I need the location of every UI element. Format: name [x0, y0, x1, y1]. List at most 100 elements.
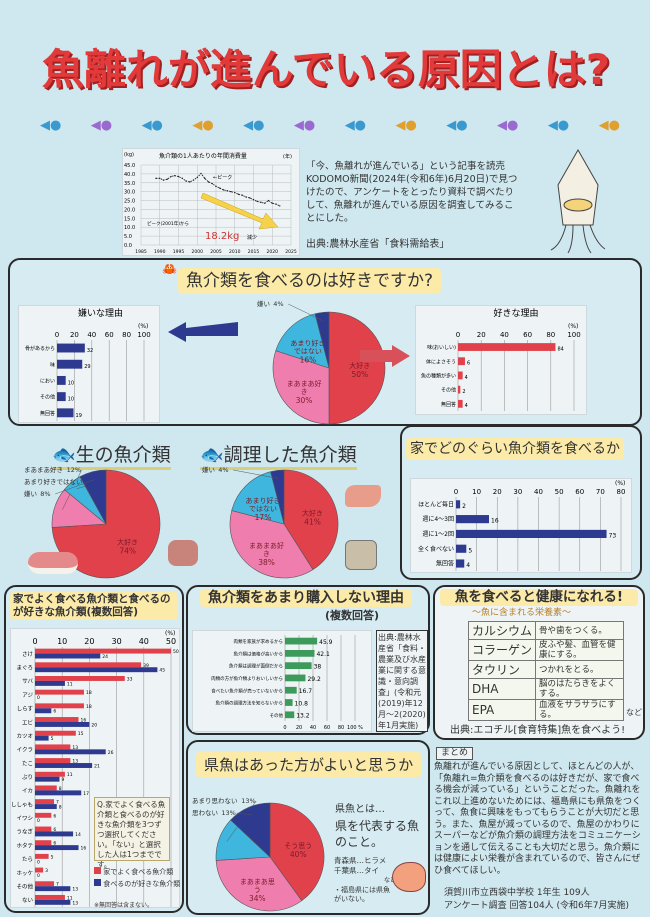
category-label: 週に1〜2回: [422, 530, 454, 538]
bar-value: 13: [72, 887, 78, 893]
data-point: [275, 203, 277, 205]
frequency-title: 家でどのぐらい魚介類を食べるか: [406, 438, 624, 460]
summary-label: まとめ: [436, 747, 474, 760]
bar: [35, 799, 55, 805]
category-label: イカ: [22, 788, 33, 795]
fish-icon: 🐟: [52, 444, 76, 466]
bar: [35, 785, 57, 791]
like-seafood-title: 魚介類を食べるのは好きですか?: [178, 268, 442, 294]
category-label: ほとんど毎日: [418, 500, 454, 508]
data-point: [267, 199, 270, 202]
data-point: [237, 193, 240, 196]
data-point: [189, 181, 191, 183]
tick-label: 30: [513, 488, 522, 496]
health-title: 魚を食べると健康になれる!: [440, 589, 638, 606]
fish-can-illustration: [345, 540, 377, 570]
slice-value: 30%: [296, 396, 313, 405]
slice-label: あまり好き: [290, 339, 325, 348]
slice-label: 思わない: [192, 809, 218, 817]
bar-value: 0: [37, 859, 40, 865]
data-point: [271, 202, 273, 204]
pie-slice: [79, 469, 107, 525]
pie-slice: [275, 313, 330, 369]
tick-label: 60: [105, 331, 114, 339]
tick-label: 20: [70, 331, 79, 339]
bar-value: 29.2: [307, 676, 321, 683]
bar-value: 7: [56, 800, 59, 806]
bar: [35, 721, 90, 727]
bar-value: 39: [143, 663, 149, 669]
bar-value: 84: [557, 346, 563, 352]
bar: [35, 763, 93, 768]
y-tick-label: 30.0: [124, 190, 135, 196]
tick-label: 40: [310, 725, 316, 731]
bar-value: 73: [609, 532, 617, 539]
peak-annotation: ←ピーク: [213, 175, 232, 181]
slice-value: 13%: [221, 809, 235, 817]
bar-value: 14: [75, 832, 81, 838]
bar: [57, 359, 83, 369]
data-point: [170, 175, 172, 178]
bar-value: 5: [468, 547, 472, 554]
nutrient-row: タウリン つかれをとる。: [467, 660, 624, 679]
bar-value: 6: [53, 827, 56, 833]
tick-label: 0: [454, 488, 458, 496]
intro-source: 出典:農林水産省「食料需給表」: [306, 239, 450, 250]
bar-value: 10.8: [295, 700, 309, 707]
y-tick-label: 25.0: [124, 199, 135, 205]
bar-value: 16.7: [299, 688, 313, 695]
category-label: ししゃも: [11, 801, 33, 808]
category-label: サバ: [22, 678, 33, 685]
bar-value: 18: [86, 690, 92, 696]
bar: [35, 667, 158, 673]
bar: [35, 648, 171, 654]
pie-slice: [270, 469, 285, 525]
data-point: [155, 177, 157, 180]
fish-icon: ◀●: [243, 118, 265, 133]
kengyo-fukushima: ・福島県には県魚がいない。: [334, 886, 390, 903]
slice-value: 13%: [241, 797, 255, 805]
bar: [35, 717, 79, 722]
bar: [285, 699, 293, 706]
tick-label: 100 %: [347, 725, 363, 731]
bar-value: 38: [314, 664, 322, 671]
category-label: カツオ: [16, 733, 33, 740]
slice-label: 嫌い: [24, 489, 37, 498]
x-tick-label: 2005: [210, 249, 222, 255]
purchase-title: 魚介類をあまり購入しない理由: [200, 589, 412, 607]
x-tick-label: 1995: [173, 249, 185, 255]
nutrient-name: タウリン: [467, 660, 537, 679]
survey-info: アンケート調査 回答104人 (令和6年7月実施): [444, 901, 630, 911]
y-tick-label: 40.0: [124, 172, 135, 178]
data-point: [279, 205, 281, 207]
category-label: 肉類の方が魚介類よりおいしいから: [211, 675, 283, 682]
bar-value: 11: [67, 895, 73, 901]
nutrient-effect: 骨や歯をつくる。: [535, 621, 624, 640]
favorite-legend: 家でよく食べる魚介類 食べるのが好きな魚介類: [94, 866, 180, 890]
nutrient-effect: 血液をサラサラにする。: [535, 699, 624, 721]
fish-icon: ◀●: [192, 118, 214, 133]
category-label: 魚の種類が多い: [421, 373, 456, 380]
bar-value: 6: [53, 841, 56, 847]
tick-label: 40: [87, 331, 96, 339]
poster-title: 魚離れが進んでいる原因とは?: [41, 45, 611, 94]
fish-icon: ◀●: [547, 118, 570, 133]
bar: [35, 899, 71, 905]
bar: [285, 649, 315, 657]
data-point: [207, 181, 210, 183]
bar-value: 13.2: [296, 713, 310, 720]
legend-swatch: [94, 867, 101, 874]
bar: [35, 812, 52, 818]
purchase-source: 出典:農林水産省「食料・農業及び水産業に関する意識・意向調査」(令和元(2019…: [376, 630, 428, 732]
slice-value: 74%: [119, 546, 136, 555]
favorite-fish-chart: (%) 0 10 20 30 40 50 さけ 50 24 まぐろ 39 45 サバ 33 11 アジ 18 0 しら…: [10, 628, 180, 908]
bar-value: 0: [37, 695, 40, 701]
fish-icon: ◀●: [90, 118, 113, 133]
nutrient-row: カルシウム 骨や歯をつくる。: [467, 621, 624, 640]
y-tick-label: 20.0: [124, 207, 135, 213]
bar: [456, 500, 461, 509]
pie-slice: [269, 802, 325, 902]
slice-label: あまり好きではない: [24, 477, 83, 486]
